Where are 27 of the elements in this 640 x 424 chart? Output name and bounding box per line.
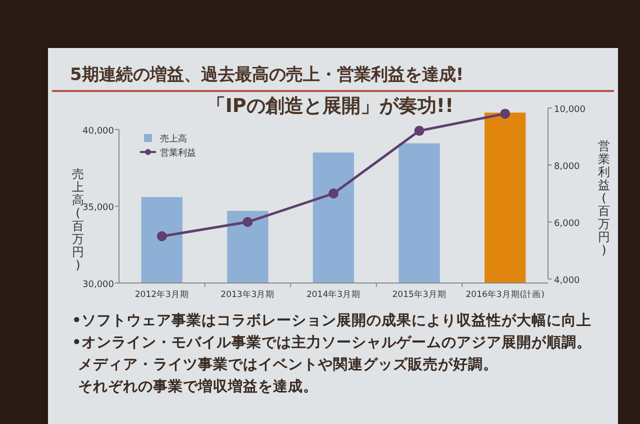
- y2-tick-label: 4,000: [554, 276, 580, 286]
- point: [156, 231, 167, 242]
- text: それぞれの事業で増収増益を達成。: [78, 377, 318, 395]
- text: メディア・ライツ事業ではイベントや関連グッズ販売が好調。: [78, 355, 498, 373]
- point: [500, 108, 510, 119]
- legend-label: 営業利益: [160, 148, 196, 158]
- x-tick-label: 2014年3月期: [306, 289, 361, 300]
- text: •オンライン・モバイル事業では主力ソーシャルゲームのアジア展開が順調。: [72, 333, 592, 351]
- x-tick-label: 2012年3月期: [134, 289, 189, 300]
- chart-title: 5期連続の増益、過去最高の売上・営業利益を達成!: [70, 64, 464, 85]
- y2-axis-title: 営業利益(百万円): [598, 139, 610, 257]
- y2-tick-label: 6,000: [554, 219, 580, 229]
- chart-subtitle: 「IPの創造と展開」が奏功!!: [206, 95, 454, 117]
- x-tick-label: 2015年3月期: [392, 289, 446, 300]
- y-tick-label: 30,000: [82, 280, 114, 290]
- y2-tick-label: 10,000: [554, 105, 586, 115]
- legend-label: 売上高: [160, 134, 187, 144]
- text: •ソフトウェア事業はコラボレーション展開の成果により収益性が大幅に向上: [72, 312, 592, 329]
- point: [328, 188, 338, 198]
- point: [414, 126, 424, 136]
- x-tick-label: 2016年3月期(計画): [466, 289, 544, 300]
- y-axis-title: 売上高(百万円): [72, 167, 84, 272]
- point: [242, 217, 253, 227]
- y-tick-label: 40,000: [82, 126, 114, 136]
- x-tick-label: 2013年3月期: [220, 289, 275, 300]
- y-tick-label: 35,000: [82, 203, 114, 214]
- y2-tick-label: 8,000: [554, 162, 580, 172]
